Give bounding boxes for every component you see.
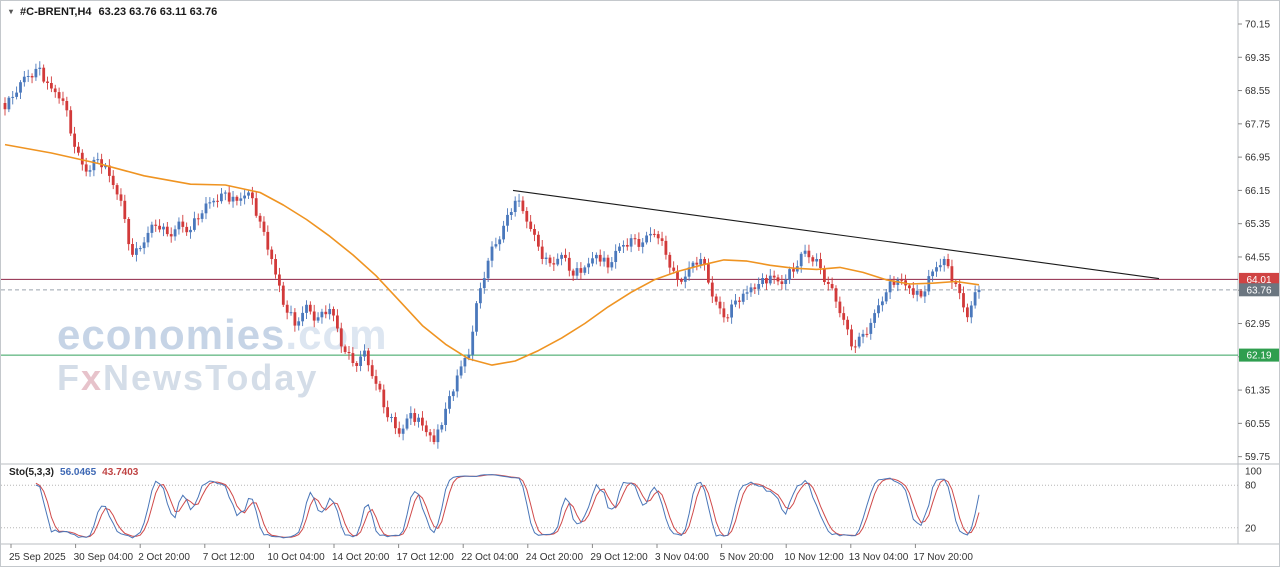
svg-text:62.19: 62.19 <box>1246 351 1271 362</box>
moving-average-line[interactable] <box>4 143 980 366</box>
svg-text:66.15: 66.15 <box>1245 186 1270 197</box>
symbol-bar: ▾ #C-BRENT,H4 63.23 63.76 63.11 63.76 <box>9 6 217 18</box>
svg-text:61.35: 61.35 <box>1245 386 1270 397</box>
svg-text:24 Oct 20:00: 24 Oct 20:00 <box>526 552 584 563</box>
price-tag-63.76 <box>1239 283 1279 297</box>
price-lines-layer[interactable] <box>1 278 1238 356</box>
svg-text:5 Nov 20:00: 5 Nov 20:00 <box>720 552 774 563</box>
watermark: economies.com FxNewsToday <box>57 311 388 399</box>
svg-text:62.95: 62.95 <box>1245 319 1270 330</box>
svg-text:25 Sep 2025: 25 Sep 2025 <box>9 552 66 563</box>
svg-text:67.75: 67.75 <box>1245 119 1270 130</box>
descending-trendline[interactable] <box>512 189 1160 280</box>
svg-text:22 Oct 04:00: 22 Oct 04:00 <box>461 552 519 563</box>
svg-text:10 Oct 04:00: 10 Oct 04:00 <box>267 552 325 563</box>
svg-text:64.55: 64.55 <box>1245 252 1270 263</box>
svg-text:66.95: 66.95 <box>1245 153 1270 164</box>
price-tag-62.19 <box>1239 348 1279 362</box>
svg-text:60.55: 60.55 <box>1245 419 1270 430</box>
symbol-title: #C-BRENT,H4 <box>20 6 92 18</box>
stochastic-signal-line <box>35 474 980 538</box>
stochastic-main-line <box>35 474 980 539</box>
svg-text:2 Oct 20:00: 2 Oct 20:00 <box>138 552 190 563</box>
svg-text:14 Oct 20:00: 14 Oct 20:00 <box>332 552 390 563</box>
stochastic-label: Sto(5,3,3) 56.0465 43.7403 <box>9 467 138 478</box>
stochastic-main-value: 56.0465 <box>60 467 97 478</box>
watermark-tagline: FxNewsToday <box>57 357 319 399</box>
svg-text:63.76: 63.76 <box>1246 285 1271 296</box>
svg-text:3 Nov 04:00: 3 Nov 04:00 <box>655 552 709 563</box>
stochastic-signal-value: 43.7403 <box>102 467 139 478</box>
svg-text:30 Sep 04:00: 30 Sep 04:00 <box>74 552 134 563</box>
candles-layer <box>3 61 981 449</box>
svg-text:29 Oct 12:00: 29 Oct 12:00 <box>590 552 648 563</box>
svg-text:64.01: 64.01 <box>1246 275 1271 286</box>
svg-text:70.15: 70.15 <box>1245 20 1270 31</box>
svg-text:7 Oct 12:00: 7 Oct 12:00 <box>203 552 255 563</box>
ohlc-readout: 63.23 63.76 63.11 63.76 <box>98 6 218 18</box>
svg-text:20: 20 <box>1245 523 1257 534</box>
svg-text:100: 100 <box>1245 467 1262 478</box>
overlays-layer <box>4 143 1160 366</box>
stochastic-name: Sto(5,3,3) <box>9 467 55 478</box>
dropdown-caret-icon[interactable]: ▾ <box>9 7 14 16</box>
svg-text:59.75: 59.75 <box>1245 452 1270 463</box>
svg-text:69.35: 69.35 <box>1245 53 1270 64</box>
svg-text:10 Nov 12:00: 10 Nov 12:00 <box>784 552 844 563</box>
svg-text:65.35: 65.35 <box>1245 219 1270 230</box>
svg-text:13 Nov 04:00: 13 Nov 04:00 <box>849 552 909 563</box>
price-tag-64.01 <box>1239 272 1279 286</box>
svg-text:80: 80 <box>1245 481 1257 492</box>
svg-text:17 Nov 20:00: 17 Nov 20:00 <box>913 552 973 563</box>
stochastic-pane: 100 80 20 <box>1 467 1262 539</box>
svg-text:68.55: 68.55 <box>1245 86 1270 97</box>
svg-text:17 Oct 12:00: 17 Oct 12:00 <box>397 552 455 563</box>
watermark-brand: economies.com <box>57 311 388 358</box>
